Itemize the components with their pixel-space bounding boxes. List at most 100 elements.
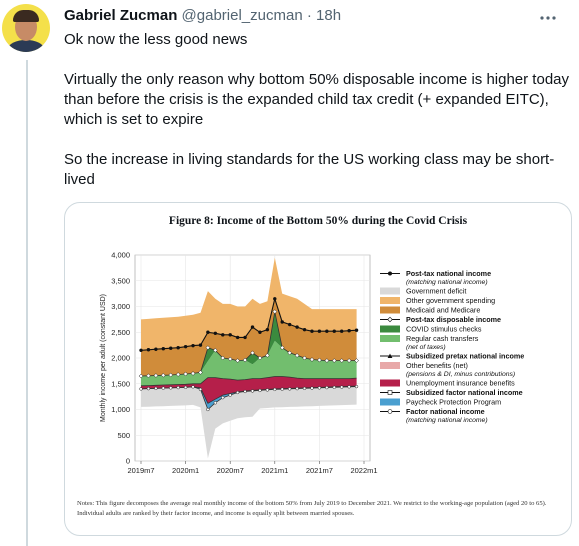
point-post-tax-disposable-income: [160, 372, 166, 378]
point-factor-national-income: [191, 385, 195, 389]
area-regular-cash-transfers: [141, 340, 357, 386]
point-factor-national-income: [161, 386, 165, 390]
chart-notes: Notes: This figure decomposes the averag…: [77, 500, 547, 517]
point-post-tax-national-income: [139, 348, 143, 352]
legend-marker: [387, 316, 393, 323]
point-factor-national-income: [228, 393, 232, 397]
y-axis-label: Monthly income per adult (constant USD): [100, 294, 107, 422]
y-tick-label: 4,000: [111, 251, 130, 260]
point-post-tax-disposable-income: [212, 347, 218, 353]
legend-swatch: [380, 297, 400, 304]
point-post-tax-disposable-income: [175, 372, 181, 377]
legend-label: Government deficit: [406, 287, 466, 296]
point-post-tax-disposable-income: [168, 372, 174, 378]
legend-label: Paycheck Protection Program: [406, 398, 501, 407]
more-icon[interactable]: [539, 8, 557, 26]
point-post-tax-disposable-income: [257, 355, 263, 361]
point-post-tax-disposable-income: [272, 309, 278, 315]
legend-marker: [387, 353, 393, 358]
point-post-tax-disposable-income: [190, 371, 196, 376]
x-tick-label: 2021m7: [306, 466, 333, 475]
point-post-tax-national-income: [235, 335, 240, 340]
point-post-tax-disposable-income: [146, 373, 151, 379]
y-tick-label: 0: [126, 457, 130, 466]
author-name[interactable]: Gabriel Zucman: [64, 7, 178, 24]
point-post-tax-disposable-income: [279, 345, 285, 351]
point-post-tax-disposable-income: [339, 358, 345, 363]
point-post-tax-disposable-income: [227, 356, 233, 362]
point-factor-national-income: [325, 385, 329, 390]
point-post-tax-national-income: [273, 297, 277, 301]
point-factor-national-income: [288, 387, 292, 391]
area-government-deficit: [141, 386, 357, 459]
point-post-tax-national-income: [169, 346, 173, 350]
point-post-tax-national-income: [206, 330, 210, 334]
point-factor-national-income: [221, 396, 225, 400]
line-subsidized-pretax-income: [140, 376, 357, 387]
y-tick-label: 1,500: [111, 379, 130, 388]
point-factor-national-income: [340, 385, 344, 389]
tweet-time[interactable]: 18h: [316, 7, 342, 24]
point-factor-national-income: [354, 384, 359, 389]
point-post-tax-disposable-income: [317, 357, 322, 363]
point-post-tax-disposable-income: [324, 358, 330, 363]
x-tick-label: 2022m1: [350, 466, 377, 475]
point-factor-national-income: [169, 386, 173, 390]
y-tick-label: 3,000: [111, 302, 130, 311]
point-post-tax-national-income: [302, 327, 307, 332]
point-post-tax-disposable-income: [294, 353, 300, 358]
avatar[interactable]: [2, 4, 50, 52]
point-factor-national-income: [302, 386, 307, 391]
point-post-tax-disposable-income: [331, 358, 337, 363]
chart-svg: 0 500 1,000 1,500 2,000 2,500 3,000 3,500 4,000 2…: [100, 251, 524, 476]
point-factor-national-income: [154, 386, 158, 391]
point-factor-national-income: [146, 386, 151, 391]
point-factor-national-income: [183, 385, 188, 390]
legend-label: Other government spending: [406, 296, 495, 305]
thread-line: [26, 60, 28, 546]
legend-label: Other benefits (net): [406, 361, 468, 370]
point-post-tax-national-income: [161, 347, 165, 351]
point-factor-national-income: [265, 388, 270, 392]
legend-sublabel: (net of taxes): [406, 344, 446, 351]
tweet-paragraph: Virtually the only reason why bottom 50%…: [64, 71, 570, 128]
legend-sublabel: (pensions & DI, minus contributions): [406, 371, 515, 378]
point-post-tax-national-income: [191, 343, 195, 348]
legend-label: Post-tax national income: [406, 269, 491, 278]
point-factor-national-income: [206, 407, 210, 412]
point-factor-national-income: [280, 387, 284, 391]
point-post-tax-national-income: [154, 347, 158, 351]
y-tick-label: 1,000: [111, 405, 130, 414]
point-post-tax-disposable-income: [287, 350, 293, 356]
point-factor-national-income: [347, 385, 351, 389]
point-post-tax-national-income: [228, 333, 232, 337]
legend-swatch: [380, 398, 400, 406]
point-post-tax-national-income: [354, 328, 359, 332]
point-post-tax-national-income: [325, 329, 329, 333]
point-post-tax-national-income: [280, 320, 284, 324]
point-factor-national-income: [258, 388, 262, 393]
tweet-header: Gabriel Zucman @gabriel_zucman · 18h: [64, 6, 341, 26]
legend-swatch: [380, 362, 400, 369]
x-tick-label: 2020m7: [217, 466, 244, 475]
point-post-tax-disposable-income: [302, 355, 307, 361]
point-post-tax-disposable-income: [183, 371, 188, 377]
legend-swatch: [380, 379, 400, 387]
legend-label: Medicaid and Medicare: [406, 306, 480, 315]
legend-marker: [387, 409, 393, 414]
chart-image-card[interactable]: Figure 8: Income of the Bottom 50% durin…: [64, 202, 572, 536]
point-factor-national-income: [273, 387, 277, 392]
point-factor-national-income: [176, 385, 180, 390]
legend-label: Factor national income: [406, 407, 485, 416]
author-handle[interactable]: @gabriel_zucman: [181, 7, 303, 24]
avatar-shirt: [8, 40, 44, 52]
point-post-tax-disposable-income: [153, 373, 159, 378]
tweet-text: Ok now the less good news Virtually the …: [64, 30, 569, 210]
point-post-tax-national-income: [310, 329, 314, 333]
point-post-tax-disposable-income: [309, 357, 315, 362]
point-factor-national-income: [332, 385, 336, 390]
tweet-paragraph: So the increase in living standards for …: [64, 151, 555, 188]
tweet-paragraph: Ok now the less good news: [64, 31, 248, 48]
point-post-tax-disposable-income: [346, 358, 352, 363]
point-factor-national-income: [317, 386, 322, 390]
